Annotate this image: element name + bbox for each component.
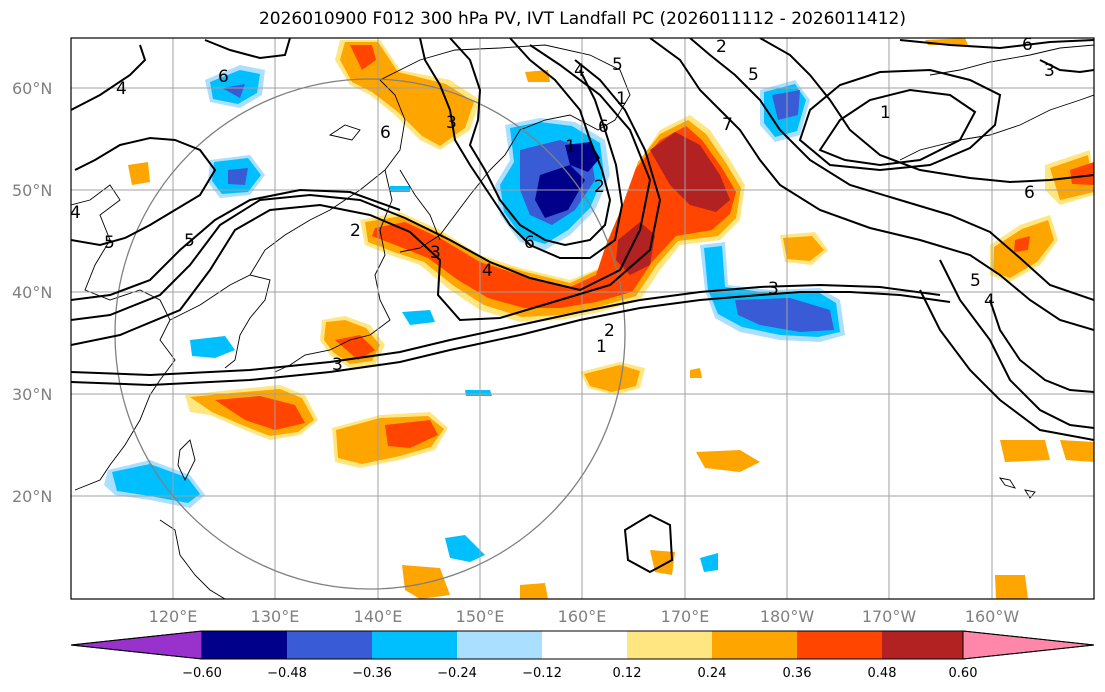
map-frame: [70, 37, 1095, 600]
contour-label: 4: [984, 291, 995, 311]
latitude-labels: 60°N 50°N 40°N 30°N 20°N: [12, 79, 52, 506]
colorbar-segment: [70, 630, 203, 660]
colorbar-segment: [287, 631, 372, 659]
lon-label: 130°E: [251, 607, 300, 626]
contour-label: 1: [880, 103, 891, 123]
lon-label: 140°E: [354, 607, 403, 626]
map-title: 2026010900 F012 300 hPa PV, IVT Landfall…: [258, 9, 906, 29]
contour-labels: 4 6 3 6 4 5 2 1 5 6 3 2 4 3 4 6 5 7 6 2 …: [70, 35, 1055, 375]
colorbar-segment: [542, 631, 627, 659]
contour-label: 1: [616, 89, 627, 109]
lat-label: 40°N: [12, 283, 52, 302]
colorbar-tick-label: 0.24: [698, 666, 727, 681]
contour-label: 1: [596, 337, 607, 357]
colorbar-ticks: −0.60 −0.48 −0.36 −0.24 −0.12 0.12 0.24 …: [182, 666, 977, 681]
contour-label: 3: [446, 113, 457, 133]
colorbar-segment: [202, 631, 287, 659]
colorbar-segment: [627, 631, 712, 659]
contour-label: 4: [574, 61, 585, 81]
contour-label: 5: [104, 233, 115, 253]
contour-label: 3: [430, 243, 441, 263]
colorbar-segment: [797, 631, 882, 659]
contour-label: 2: [604, 321, 615, 341]
lat-label: 30°N: [12, 385, 52, 404]
colorbar-segment: [962, 630, 1095, 660]
contour-label: 5: [612, 55, 623, 75]
lon-label: 170°W: [862, 607, 917, 626]
lon-label: 180°W: [760, 607, 815, 626]
lon-label: 120°E: [149, 607, 198, 626]
lat-label: 50°N: [12, 181, 52, 200]
contour-label: 2: [716, 37, 727, 57]
contour-label: 3: [768, 279, 779, 299]
radius-circle: [114, 78, 626, 590]
contour-label: 1: [565, 137, 576, 157]
colorbar: −0.60 −0.48 −0.36 −0.24 −0.12 0.12 0.24 …: [70, 630, 1095, 681]
colorbar-segment: [372, 631, 457, 659]
lon-label: 150°E: [456, 607, 505, 626]
contour-label: 6: [1024, 183, 1035, 203]
colorbar-tick-label: −0.60: [182, 666, 222, 681]
colorbar-tick-label: −0.48: [267, 666, 307, 681]
pc-shading: [104, 38, 1094, 599]
contour-label: 3: [332, 355, 343, 375]
colorbar-segment: [712, 631, 797, 659]
contour-label: 4: [116, 79, 127, 99]
lon-label: 170°E: [661, 607, 710, 626]
colorbar-tick-label: 0.12: [613, 666, 642, 681]
pv-contours: [71, 38, 1094, 574]
colorbar-segment: [882, 631, 963, 659]
contour-label: 4: [482, 261, 493, 281]
contour-label: 6: [1022, 35, 1033, 55]
gridlines: [71, 38, 1094, 599]
contour-label: 7: [722, 115, 733, 135]
colorbar-tick-label: 0.48: [868, 666, 897, 681]
colorbar-tick-label: 0.36: [783, 666, 812, 681]
contour-label: 3: [1044, 61, 1055, 81]
contour-label: 6: [218, 67, 229, 87]
contour-label: 6: [598, 117, 609, 137]
lat-label: 60°N: [12, 79, 52, 98]
lon-label: 160°E: [558, 607, 607, 626]
contour-label: 5: [184, 231, 195, 251]
colorbar-segment: [457, 631, 542, 659]
contour-label: 4: [70, 203, 81, 223]
contour-label: 6: [524, 233, 535, 253]
colorbar-tick-label: 0.60: [949, 666, 978, 681]
colorbar-tick-label: −0.36: [352, 666, 392, 681]
colorbar-outline: [70, 630, 1095, 660]
contour-label: 5: [748, 65, 759, 85]
lon-label: 160°W: [965, 607, 1020, 626]
contour-label: 5: [970, 271, 981, 291]
longitude-labels: 120°E 130°E 140°E 150°E 160°E 170°E 180°…: [149, 607, 1020, 626]
contour-label: 2: [350, 221, 361, 241]
colorbar-tick-label: −0.24: [437, 666, 477, 681]
contour-label: 6: [380, 123, 391, 143]
colorbar-tick-label: −0.12: [522, 666, 562, 681]
contour-label: 2: [594, 177, 605, 197]
lat-label: 20°N: [12, 487, 52, 506]
